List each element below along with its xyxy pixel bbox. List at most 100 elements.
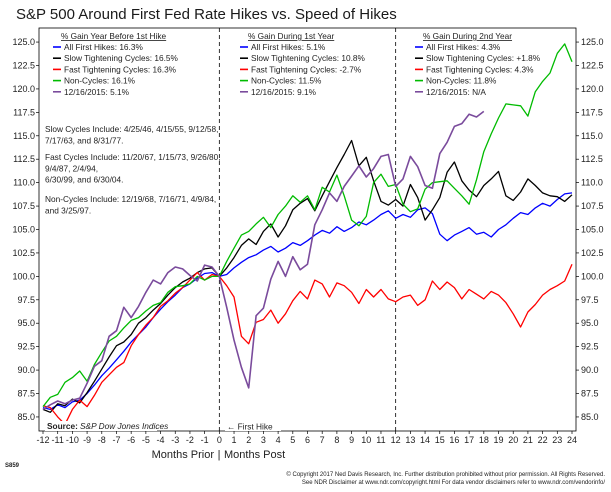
x-tick-label: 18 — [479, 435, 489, 445]
x-tick-label: -3 — [171, 435, 179, 445]
y-tick-label-left: 107.5 — [12, 201, 35, 211]
y-tick-label: 97.5 — [581, 295, 599, 305]
series-line-4 — [42, 110, 485, 411]
y-tick-label-left: 110.0 — [13, 178, 35, 188]
x-tick-label: 10 — [361, 435, 371, 445]
series-lines — [42, 43, 573, 426]
y-tick-label: 95.0 — [581, 318, 599, 328]
legend-entry: 12/16/2015: 9.1% — [251, 87, 317, 97]
x-tick-label: -4 — [157, 435, 165, 445]
x-tick-label: 22 — [538, 435, 548, 445]
copyright-line-1: © Copyright 2017 Ned Davis Research, Inc… — [286, 471, 605, 478]
source-label: Source: — [47, 421, 78, 431]
copyright-line-2: See NDR Disclaimer at www.ndr.com/copyri… — [302, 480, 605, 486]
x-tick-label: -11 — [52, 435, 64, 445]
y-tick-label-left: 87.5 — [17, 389, 35, 399]
x-axis-label-right: Months Post — [224, 449, 285, 461]
legend-entry: Fast Tightening Cycles: -2.7% — [251, 64, 362, 74]
legend-entry: Fast Tightening Cycles: 16.3% — [64, 64, 177, 74]
x-tick-label: 11 — [376, 435, 385, 445]
x-tick-label: -2 — [186, 435, 194, 445]
legend-entry: Non-Cycles: 16.1% — [64, 76, 136, 86]
x-tick-label: 16 — [449, 435, 459, 445]
x-tick-label: 5 — [290, 435, 295, 445]
x-tick-label: 3 — [261, 435, 266, 445]
legend-entry: Slow Tightening Cycles: 10.8% — [251, 53, 366, 63]
x-tick-label: 23 — [552, 435, 562, 445]
x-tick-label: 2 — [246, 435, 251, 445]
legend-entry: All First Hikes: 5.1% — [251, 42, 326, 52]
x-tick-label: 8 — [334, 435, 339, 445]
note-line: Non-Cycles Include: 12/19/68, 7/16/71, 4… — [45, 194, 216, 204]
note-line: Fast Cycles Include: 11/20/67, 1/15/73, … — [45, 152, 221, 162]
legend-entry: Slow Tightening Cycles: +1.8% — [426, 53, 541, 63]
y-tick-label: 120.0 — [581, 84, 604, 94]
x-axis-label-left: Months Prior — [152, 449, 215, 461]
note-line: 6/30/99, and 6/30/04. — [45, 175, 123, 185]
x-tick-label: -9 — [83, 435, 91, 445]
x-tick-label: 13 — [405, 435, 415, 445]
y-tick-label: 125.0 — [581, 37, 604, 47]
y-tick-label: 100.0 — [581, 271, 604, 281]
y-tick-label-left: 112.5 — [13, 154, 35, 164]
series-line-2 — [42, 263, 573, 426]
x-tick-label: 7 — [320, 435, 325, 445]
y-tick-label: 102.5 — [581, 248, 604, 258]
x-tick-label: -1 — [201, 435, 209, 445]
y-tick-label-left: 95.0 — [17, 318, 35, 328]
y-tick-label-left: 105.0 — [12, 225, 35, 235]
chart-id: S859 — [5, 463, 20, 469]
note-line: Slow Cycles Include: 4/25/46, 4/15/55, 9… — [45, 124, 218, 134]
y-tick-label-left: 92.5 — [17, 342, 35, 352]
y-tick-label-left: 100.0 — [12, 271, 35, 281]
y-tick-label-left: 125.0 — [12, 37, 35, 47]
source-box — [45, 421, 157, 431]
legend-title-1: % Gain During 1st Year — [248, 31, 334, 41]
x-tick-label: -6 — [127, 435, 135, 445]
legend-entry: All First Hikes: 4.3% — [426, 42, 501, 52]
x-tick-label: -8 — [98, 435, 106, 445]
series-line-0 — [42, 192, 573, 411]
legend-entry: 12/16/2015: N/A — [426, 87, 486, 97]
x-tick-label: 24 — [567, 435, 577, 445]
y-tick-label-left: 122.5 — [12, 60, 35, 70]
y-tick-label: 122.5 — [581, 60, 604, 70]
y-tick-label: 107.5 — [581, 201, 604, 211]
legend-title-2: % Gain During 2nd Year — [423, 31, 512, 41]
legend-entry: Slow Tightening Cycles: 16.5% — [64, 53, 179, 63]
y-tick-label-left: 120.0 — [12, 84, 35, 94]
x-tick-label: 1 — [232, 435, 237, 445]
y-tick-label: 90.0 — [581, 365, 599, 375]
y-tick-label-left: 85.0 — [17, 412, 35, 422]
x-tick-label: 20 — [508, 435, 518, 445]
x-tick-label: 12 — [391, 435, 401, 445]
y-tick-label-left: 90.0 — [17, 365, 35, 375]
y-tick-label: 105.0 — [581, 225, 604, 235]
x-tick-label: 0 — [217, 435, 222, 445]
note-line: 9/4/87, 2/4/94, — [45, 163, 98, 173]
x-tick-label: 21 — [523, 435, 533, 445]
x-axis: -12 -11 -10 -9 -8 -7 -6 -5 -4 -3 -2 -1 0 1 2 3 4 5 6 7 8 9 10 1… — [36, 431, 577, 445]
y-tick-label-left: 115.0 — [13, 131, 35, 141]
x-tick-label: -12 — [36, 435, 49, 445]
legend-entry: 12/16/2015: 5.1% — [64, 87, 130, 97]
legend-entry: Non-Cycles: 11.5% — [251, 76, 322, 86]
first-hike-label-bg — [225, 421, 281, 431]
source-text: S&P Dow Jones Indices — [80, 421, 168, 431]
x-tick-label: 9 — [349, 435, 354, 445]
note-line: and 3/25/97. — [45, 205, 91, 215]
x-tick-label: -10 — [66, 435, 79, 445]
legend-entry: Non-Cycles: 11.8% — [426, 76, 497, 86]
x-tick-label: 15 — [435, 435, 445, 445]
y-tick-label: 112.5 — [581, 154, 603, 164]
x-tick-label: -7 — [112, 435, 120, 445]
legend-entry: All First Hikes: 16.3% — [64, 42, 143, 52]
series-line-3 — [42, 43, 573, 408]
first-hike-label: ← First Hike — [227, 422, 273, 432]
chart-title: S&P 500 Around First Fed Rate Hikes vs. … — [16, 6, 397, 23]
y-tick-label: 117.5 — [581, 107, 603, 117]
y-axis: 85.0 85.0 87.5 87.5 90.0 90.0 92.5 92.5 95.0 95.0… — [12, 37, 603, 422]
y-tick-label: 92.5 — [581, 342, 599, 352]
